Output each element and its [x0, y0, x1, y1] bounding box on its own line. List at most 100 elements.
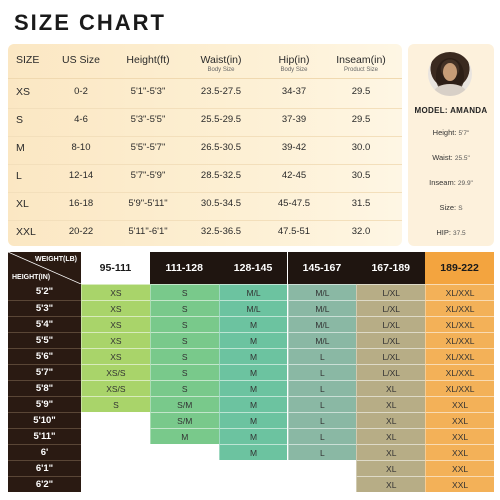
height-row-header: 5'11"	[8, 428, 81, 444]
height-axis-label: HEIGHT(IN)	[12, 274, 51, 281]
size-cell: M/L	[287, 316, 357, 332]
size-cell: M	[149, 428, 219, 444]
size-table-row: S 4-6 5'3"-5'5" 25.5-29.5 37-39 29.5	[8, 106, 402, 137]
size-cell: XL/XXL	[425, 348, 494, 364]
size-cell: XXL	[425, 476, 494, 492]
size-table-cell: 47.5-51	[277, 226, 311, 237]
size-table-cell: 29.5	[351, 86, 371, 97]
model-stat: Height: 5'7"	[408, 128, 494, 137]
model-stat-label: HIP:	[436, 228, 451, 237]
model-stat: Waist: 25.5"	[408, 153, 494, 162]
size-table-cell: 37-39	[281, 114, 307, 125]
size-cell: L	[287, 364, 357, 380]
page-title: SIZE CHART	[14, 10, 166, 35]
size-table-row: M 8-10 5'5"-5'7" 26.5-30.5 39-42 30.0	[8, 134, 402, 165]
size-cell: XL/XXL	[425, 380, 494, 396]
size-cell: S	[81, 396, 150, 412]
model-stat-value: S	[458, 205, 463, 212]
size-cell: M	[218, 332, 288, 348]
size-cell: XL	[356, 396, 426, 412]
model-stat: Inseam: 29.9"	[408, 178, 494, 187]
size-label: L	[16, 170, 22, 182]
height-row-header: 5'3"	[8, 300, 81, 316]
header-label: Height(ft)	[126, 54, 170, 66]
size-table-cell: 20-22	[68, 226, 94, 237]
size-cell	[81, 412, 150, 428]
size-cell: L/XL	[356, 364, 426, 380]
size-table-header-cell: Inseam(in) Product Size	[326, 54, 396, 73]
size-table-cell: 30.5-34.5	[200, 198, 242, 209]
size-table-cell: 32.5-36.5	[200, 226, 242, 237]
size-cell: M/L	[218, 300, 288, 316]
size-table-cell: 12-14	[68, 170, 94, 181]
size-table-cell: 23.5-27.5	[200, 86, 242, 97]
size-table-header-cell: US Size	[52, 54, 110, 66]
header-sublabel: Body Size	[280, 67, 308, 73]
size-cell: XL	[356, 380, 426, 396]
size-table-cell: 8-10	[71, 142, 91, 153]
height-row-header: 6'2"	[8, 476, 81, 492]
size-table-cell: 30.5	[351, 170, 371, 181]
size-cell: XS	[81, 332, 150, 348]
header-label: Inseam(in)	[336, 54, 386, 66]
size-table-row: XL 16-18 5'9"-5'11" 30.5-34.5 45-47.5 31.5	[8, 190, 402, 221]
model-stat: Size: S	[408, 203, 494, 212]
size-cell: L	[287, 428, 357, 444]
size-cell: M/L	[287, 284, 357, 300]
size-cell: XL	[356, 460, 426, 476]
size-cell: L	[287, 444, 357, 460]
size-cell	[81, 460, 150, 476]
size-table-row: L 12-14 5'7"-5'9" 28.5-32.5 42-45 30.5	[8, 162, 402, 193]
size-label: XS	[16, 86, 31, 98]
size-cell: L	[287, 396, 357, 412]
size-cell: M/L	[287, 300, 357, 316]
size-cell: XL	[356, 444, 426, 460]
weight-column-header: 145-167	[287, 252, 357, 284]
size-cell: M	[218, 444, 288, 460]
height-row-header: 5'10"	[8, 412, 81, 428]
size-cell: XS	[81, 316, 150, 332]
size-cell: M	[218, 380, 288, 396]
size-cell: M/L	[287, 332, 357, 348]
size-cell	[149, 444, 219, 460]
size-cell: XXL	[425, 396, 494, 412]
size-table-cell: 25.5-29.5	[200, 114, 242, 125]
model-stat-value: 37.5	[453, 230, 466, 237]
model-photo	[428, 52, 472, 96]
size-table-cell: 30.0	[351, 142, 371, 153]
size-cell: M	[218, 348, 288, 364]
size-cell: XS	[81, 284, 150, 300]
size-table-cell: 28.5-32.5	[200, 170, 242, 181]
size-cell	[81, 476, 150, 492]
height-row-header: 6'1"	[8, 460, 81, 476]
size-cell	[287, 476, 357, 492]
size-label: M	[16, 142, 25, 154]
size-cell: S/M	[149, 412, 219, 428]
size-cell: L	[287, 412, 357, 428]
header-sublabel: Body Size	[207, 67, 235, 73]
size-table-cell: 26.5-30.5	[200, 142, 242, 153]
size-cell: M	[218, 396, 288, 412]
size-table-cell: 29.5	[351, 114, 371, 125]
height-row-header: 5'4"	[8, 316, 81, 332]
model-stat-value: 25.5"	[454, 155, 470, 162]
size-cell: L	[287, 380, 357, 396]
height-weight-chart: WEIGHT(LB) HEIGHT(IN) 95-111 111-128 128-1…	[8, 252, 494, 492]
size-table-header-cell: Waist(in) Body Size	[188, 54, 254, 73]
size-cell: XS	[81, 348, 150, 364]
size-cell: M	[218, 364, 288, 380]
height-row-header: 5'9"	[8, 396, 81, 412]
size-cell: XXL	[425, 412, 494, 428]
size-cell: XXL	[425, 460, 494, 476]
size-table-cell: 5'1"-5'3"	[130, 86, 166, 97]
size-cell: XL/XXL	[425, 316, 494, 332]
size-cell: S	[149, 316, 219, 332]
size-table-row: XXL 20-22 5'11"-6'1" 32.5-36.5 47.5-51 32.0	[8, 218, 402, 248]
size-cell: XS/S	[81, 364, 150, 380]
size-table-cell: 5'11"-6'1"	[128, 226, 168, 237]
size-cell	[287, 460, 357, 476]
size-cell: XXL	[425, 444, 494, 460]
size-cell	[149, 460, 219, 476]
size-cell: XXL	[425, 428, 494, 444]
size-table-header-cell: Height(ft)	[116, 54, 180, 66]
